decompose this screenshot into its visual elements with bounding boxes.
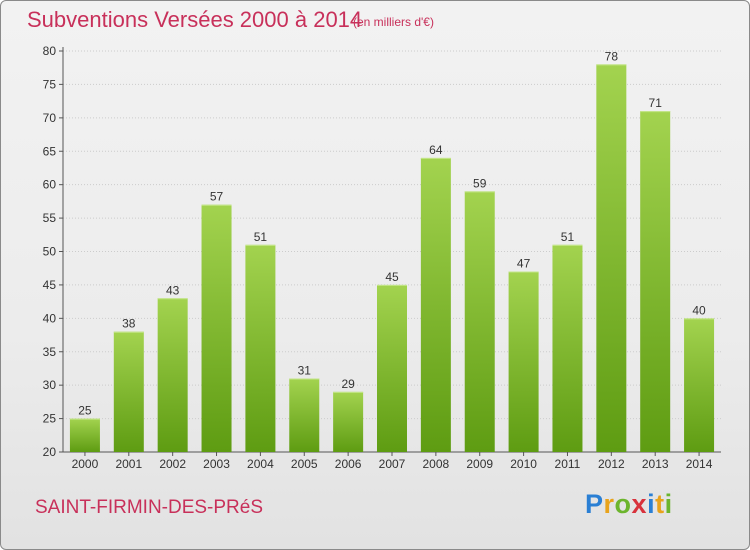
y-tick-label: 25 <box>43 412 57 426</box>
y-tick-label: 60 <box>43 178 57 192</box>
bar-2011 <box>552 244 583 452</box>
y-tick-label: 80 <box>43 44 57 58</box>
value-label-2008: 64 <box>429 143 443 157</box>
bar-2000 <box>69 418 100 452</box>
y-tick-label: 45 <box>43 278 57 292</box>
bar-2012 <box>596 64 627 452</box>
x-tick-label-2002: 2002 <box>159 457 186 471</box>
bar-2006 <box>333 391 364 452</box>
x-tick-label-2013: 2013 <box>642 457 669 471</box>
bar-2003 <box>201 204 232 452</box>
y-tick-label: 35 <box>43 345 57 359</box>
x-tick-label-2004: 2004 <box>247 457 274 471</box>
value-label-2007: 45 <box>385 270 399 284</box>
chart-subtitle: (en milliers d'€) <box>353 15 434 29</box>
value-label-2009: 59 <box>473 176 487 190</box>
value-label-2013: 71 <box>649 96 663 110</box>
x-tick-label-2005: 2005 <box>291 457 318 471</box>
x-tick-label-2008: 2008 <box>423 457 450 471</box>
bar-2005 <box>289 378 320 452</box>
brand-letter: i <box>647 489 656 519</box>
value-label-2012: 78 <box>605 49 619 63</box>
labels: 20 25 30 35 40 45 50 55 60 65 70 75 80 25 2000 38 2001 43… <box>43 44 713 471</box>
y-tick-label: 50 <box>43 245 57 259</box>
bar-2009 <box>464 191 495 452</box>
y-tick-label: 40 <box>43 311 57 325</box>
value-label-2004: 51 <box>254 230 268 244</box>
bars <box>69 64 715 453</box>
x-tick-label-2011: 2011 <box>555 457 581 471</box>
x-tick-label-2000: 2000 <box>72 457 99 471</box>
bar-2001 <box>113 331 144 452</box>
value-label-2014: 40 <box>692 303 706 317</box>
value-label-2011: 51 <box>561 230 575 244</box>
x-tick-label-2010: 2010 <box>510 457 537 471</box>
bar-2014 <box>684 318 715 452</box>
x-tick-label-2014: 2014 <box>686 457 713 471</box>
bar-2010 <box>508 271 539 452</box>
bar-2007 <box>377 284 407 452</box>
chart-title: Subventions Versées 2000 à 2014 <box>27 7 363 32</box>
y-tick-label: 75 <box>43 77 57 91</box>
value-label-2001: 38 <box>122 317 136 331</box>
brand-letter: i <box>664 489 673 519</box>
bar-2013 <box>640 111 671 453</box>
bar-2002 <box>157 298 188 452</box>
value-label-2006: 29 <box>341 377 355 391</box>
brand-letter: r <box>603 489 615 519</box>
brand-letter: x <box>631 489 648 519</box>
y-tick-label: 30 <box>43 378 57 392</box>
brand-letter: P <box>585 489 604 519</box>
y-tick-label: 55 <box>43 211 57 225</box>
value-label-2002: 43 <box>166 283 180 297</box>
x-tick-label-2003: 2003 <box>203 457 230 471</box>
bar-2004 <box>245 244 276 452</box>
value-label-2000: 25 <box>78 404 92 418</box>
brand-letter: t <box>655 489 665 519</box>
brand-letter: o <box>614 489 632 519</box>
x-tick-label-2012: 2012 <box>598 457 625 471</box>
x-tick-label-2006: 2006 <box>335 457 362 471</box>
x-tick-label-2007: 2007 <box>379 457 406 471</box>
value-label-2005: 31 <box>298 363 312 377</box>
y-tick-label: 65 <box>43 144 57 158</box>
brand-logo: Proxiti <box>585 489 673 520</box>
value-label-2003: 57 <box>210 190 224 204</box>
x-tick-label-2001: 2001 <box>115 457 142 471</box>
x-tick-label-2009: 2009 <box>466 457 493 471</box>
commune-name: SAINT-FIRMIN-DES-PRéS <box>35 497 264 518</box>
value-label-2010: 47 <box>517 257 531 271</box>
y-tick-label: 70 <box>43 111 57 125</box>
y-tick-label: 20 <box>43 445 57 459</box>
bar-2008 <box>420 157 451 452</box>
